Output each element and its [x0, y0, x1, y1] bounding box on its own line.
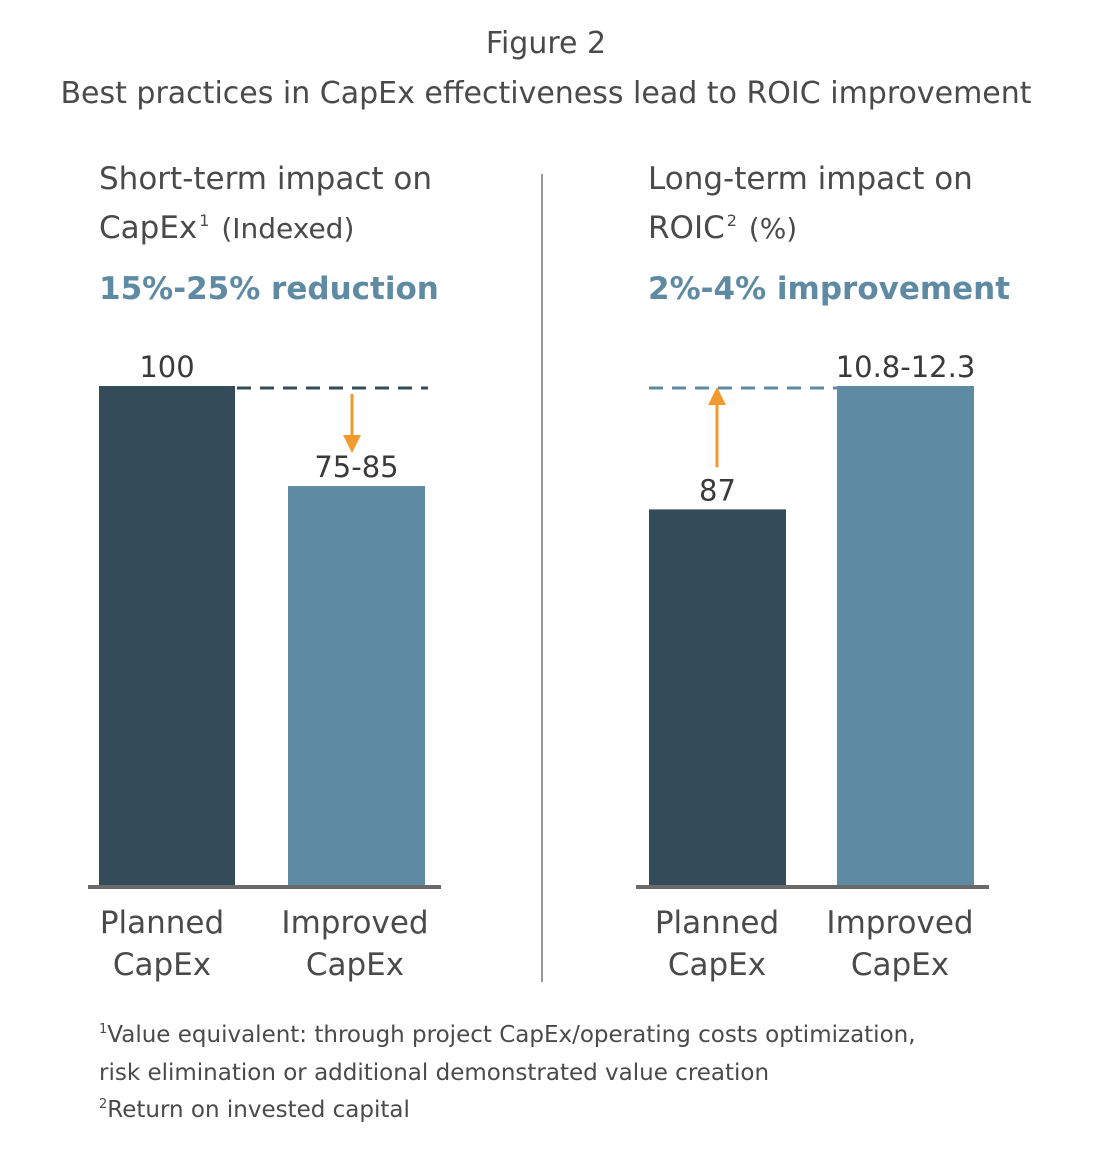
- left-x-label-planned: Planned CapEx: [72, 902, 252, 986]
- footnote-2: 2Return on invested capital: [99, 1097, 410, 1123]
- footnote-2-text: Return on invested capital: [107, 1097, 410, 1123]
- right-x-label-planned-line1: Planned: [654, 905, 780, 941]
- right-value-label-planned: 87: [699, 473, 736, 507]
- left-x-label-improved-line1: Improved: [281, 905, 429, 941]
- footnote-1-line1: 1Value equivalent: through project CapEx…: [99, 1022, 916, 1048]
- left-panel-title: Short-term impact on CapEx 1 (Indexed): [99, 159, 432, 249]
- right-panel-title: Long-term impact on ROIC 2 (%): [648, 159, 973, 249]
- right-x-label-planned-line2: CapEx: [667, 947, 767, 983]
- right-panel-title-line1: Long-term impact on: [648, 161, 973, 197]
- right-panel-highlight: 2%-4% improvement: [648, 271, 1011, 307]
- right-panel-title-footnote-mark: 2: [726, 211, 737, 230]
- right-x-label-improved-line1: Improved: [826, 905, 974, 941]
- left-panel-title-footnote-mark: 1: [199, 211, 210, 230]
- left-x-label-planned-line1: Planned: [99, 905, 225, 941]
- right-bar-planned: [649, 509, 786, 886]
- right-x-label-improved-line2: CapEx: [850, 947, 950, 983]
- left-value-label-planned: 100: [139, 350, 194, 384]
- right-x-label-planned: Planned CapEx: [627, 902, 807, 986]
- right-panel-title-unit: (%): [748, 212, 798, 245]
- footnote-1-text: Value equivalent: through project CapEx/…: [107, 1022, 916, 1048]
- left-value-label-improved: 75-85: [314, 450, 398, 484]
- figure-label: Figure 2: [485, 26, 607, 61]
- left-panel-title-line1: Short-term impact on: [99, 161, 433, 197]
- figure-title: Best practices in CapEx effectiveness le…: [60, 76, 1032, 111]
- left-panel-title-metric: CapEx: [99, 210, 198, 246]
- left-panel-highlight: 15%-25% reduction: [99, 271, 439, 307]
- right-panel-title-metric: ROIC: [648, 210, 725, 246]
- right-value-label-improved: 10.8-12.3: [836, 350, 976, 384]
- panel-divider: [541, 174, 543, 982]
- right-bar-improved: [837, 386, 974, 886]
- footnote-2-mark: 2: [99, 1097, 108, 1112]
- right-x-label-improved: Improved CapEx: [810, 902, 990, 986]
- left-x-label-improved: Improved CapEx: [265, 902, 445, 986]
- left-x-label-improved-line2: CapEx: [305, 947, 405, 983]
- footnote-1-line2: risk elimination or additional demonstra…: [99, 1060, 770, 1086]
- left-bar-planned: [99, 386, 235, 886]
- left-x-label-planned-line2: CapEx: [112, 947, 212, 983]
- footnote-1-mark: 1: [99, 1022, 108, 1037]
- left-panel-title-unit: (Indexed): [221, 212, 355, 245]
- left-bar-improved: [288, 486, 425, 886]
